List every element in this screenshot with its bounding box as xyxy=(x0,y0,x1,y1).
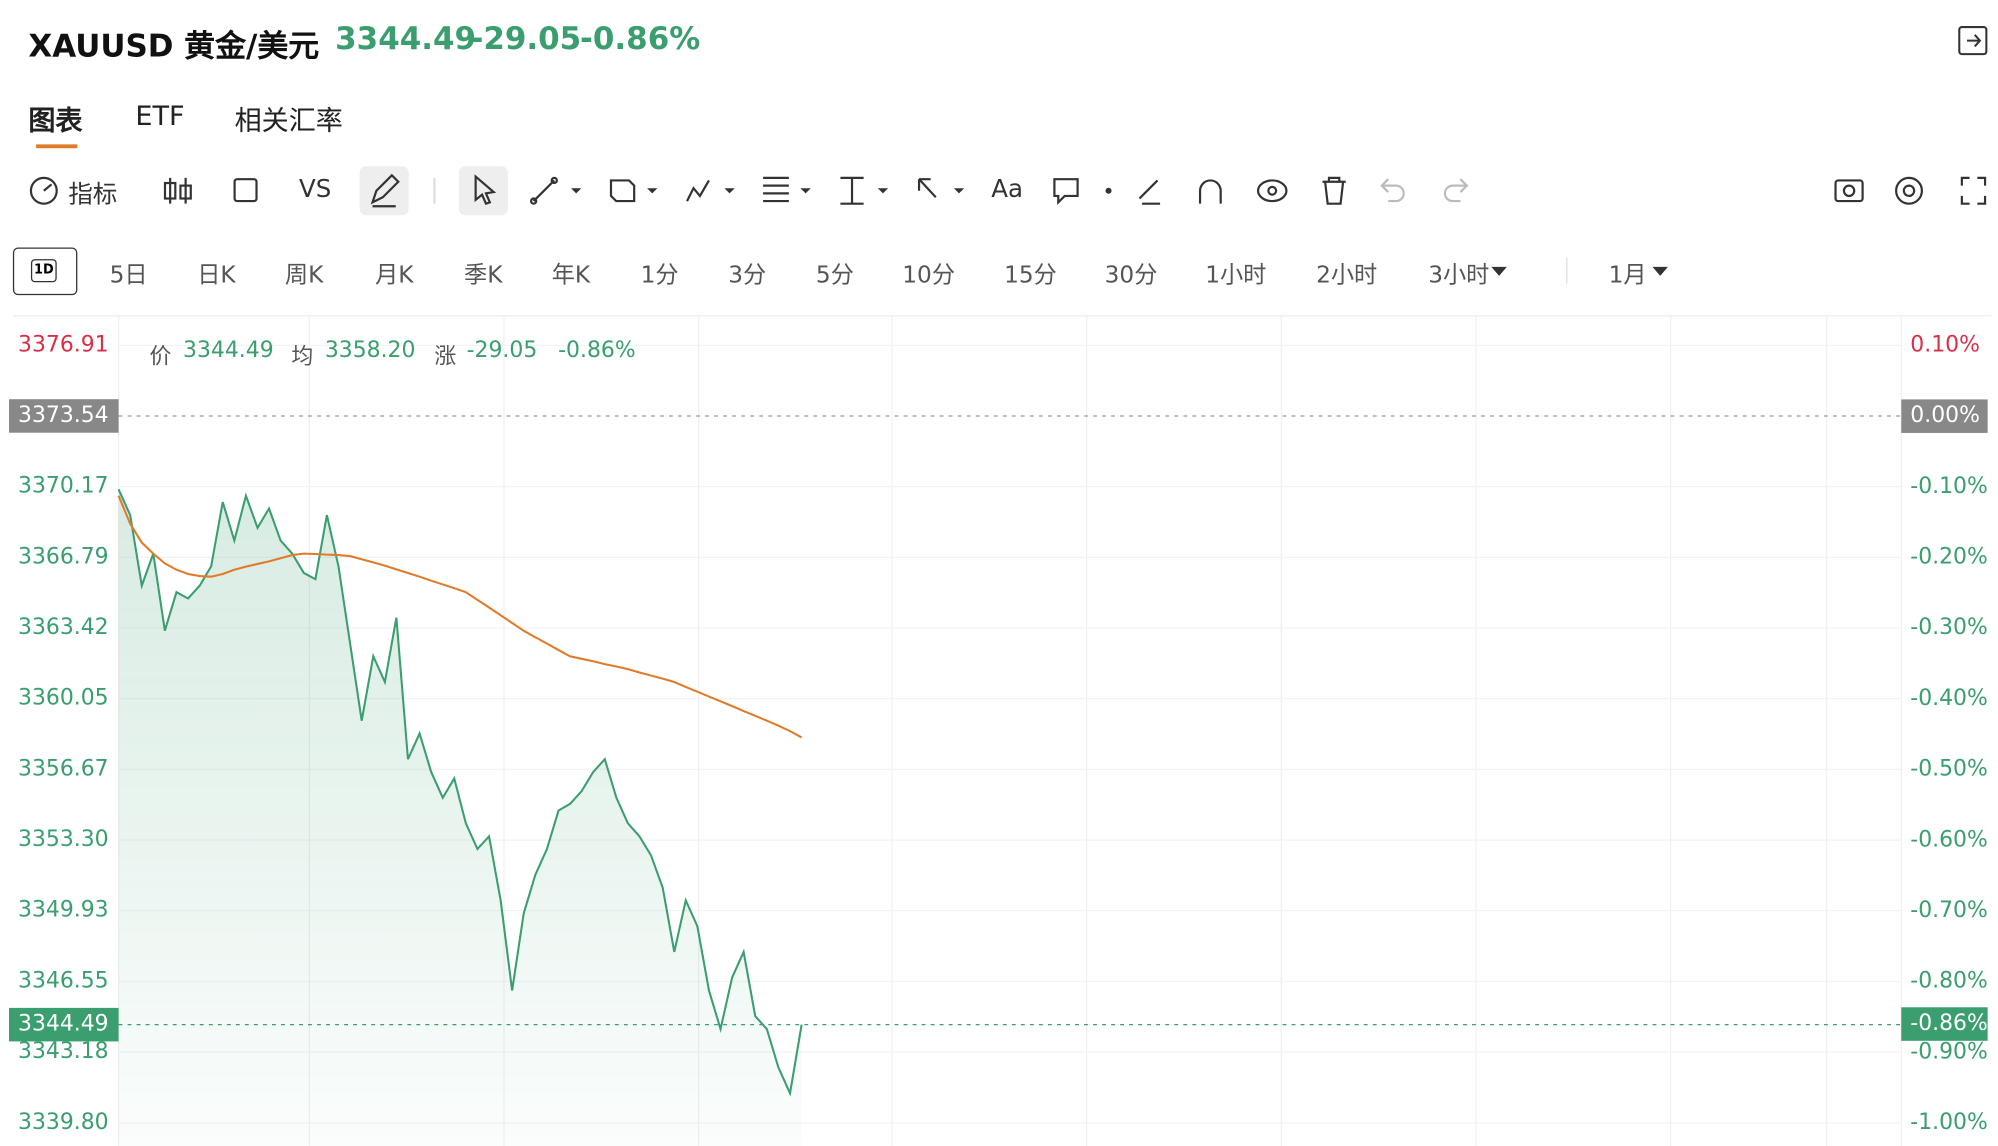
y-tick-label: 3366.79 xyxy=(18,544,109,569)
y2-tick-label: -0.80% xyxy=(1910,969,1988,994)
y2-tick-label: -0.60% xyxy=(1910,827,1988,852)
period-active[interactable] xyxy=(12,247,78,296)
y2-tick-label: -1.00% xyxy=(1910,1110,1988,1135)
y2-tick-label: -0.40% xyxy=(1910,686,1988,711)
y-tick-label: 3373.54 xyxy=(18,403,109,428)
y2-tick-label: 0.00% xyxy=(1910,403,1980,428)
y-tick-label: 3370.17 xyxy=(18,474,109,499)
period[interactable]: 月K xyxy=(375,261,414,289)
change: -29.05 xyxy=(470,20,582,57)
info-label: 价 xyxy=(149,344,172,370)
current-pct-label: -0.86% xyxy=(1910,1011,1988,1036)
y-tick-label: 3349.93 xyxy=(18,898,109,923)
line xyxy=(117,495,803,739)
price-box xyxy=(9,1007,119,1042)
toolbar-label[interactable]: Aa xyxy=(991,175,1024,204)
tab[interactable]: 相关汇率 xyxy=(234,105,343,137)
separator xyxy=(1566,257,1568,284)
y-tick-label: 3343.18 xyxy=(18,1039,109,1064)
period[interactable]: 季K xyxy=(464,261,503,289)
price: 3344.49 xyxy=(335,20,477,57)
period[interactable]: 5分 xyxy=(815,261,854,289)
period[interactable]: 1分 xyxy=(640,261,679,289)
dropdown-arrow xyxy=(1491,266,1507,276)
y-tick-label: 3360.05 xyxy=(18,686,109,711)
info-label: 涨 xyxy=(434,344,457,370)
period[interactable]: 1月 xyxy=(1608,261,1647,289)
y-tick-label: 3356.67 xyxy=(18,756,109,781)
dropdown-arrow xyxy=(1652,266,1668,276)
period[interactable]: 5日 xyxy=(109,261,148,289)
symbol: XAUUSD 黄金/美元 xyxy=(28,28,320,65)
period[interactable]: 年K xyxy=(551,261,591,289)
period[interactable]: 1小时 xyxy=(1205,261,1267,289)
collapse-icon[interactable] xyxy=(1957,24,1991,58)
y2-tick-label: -0.20% xyxy=(1910,545,1988,570)
period[interactable]: 15分 xyxy=(1004,261,1057,289)
info-value: -29.05 xyxy=(466,337,538,364)
y-tick-label: 3353.30 xyxy=(18,827,109,852)
y-tick-label: 3339.80 xyxy=(18,1110,109,1135)
period[interactable]: 2小时 xyxy=(1316,261,1378,289)
y-tick-label: 3376.91 xyxy=(18,332,109,357)
y2-tick-label: -0.50% xyxy=(1910,757,1988,782)
line xyxy=(117,488,803,1097)
area xyxy=(118,489,802,1146)
period-icon: 1D xyxy=(30,259,57,283)
info-value: 3344.49 xyxy=(183,337,274,364)
current-price-label: 3344.49 xyxy=(18,1012,109,1037)
period[interactable]: 周K xyxy=(284,261,324,289)
y2-tick-label: -0.10% xyxy=(1910,474,1988,499)
info-value: 3358.20 xyxy=(324,337,416,364)
tab[interactable]: 图表 xyxy=(28,105,83,137)
period[interactable]: 10分 xyxy=(902,261,956,289)
price-box xyxy=(1901,1007,1988,1041)
toolbar-icons xyxy=(29,166,1987,216)
toolbar-label[interactable]: 指标 xyxy=(68,180,118,209)
tick-box xyxy=(9,399,119,433)
tick-box xyxy=(1901,399,1988,433)
y2-tick-label: -0.30% xyxy=(1910,615,1988,640)
info-value: -0.86% xyxy=(558,337,636,364)
y-tick-label: 3346.55 xyxy=(18,968,109,993)
period[interactable]: 30分 xyxy=(1104,261,1158,289)
toolbar-label[interactable]: VS xyxy=(299,175,332,204)
y2-tick-label: -0.70% xyxy=(1910,898,1988,923)
y-tick-label: 3363.42 xyxy=(18,615,109,640)
tab-underline xyxy=(36,144,78,149)
period[interactable]: 3小时 xyxy=(1428,261,1490,289)
info-label: 均 xyxy=(291,344,314,370)
y2-tick-label: 0.10% xyxy=(1910,332,1980,357)
period[interactable]: 3分 xyxy=(728,261,767,289)
y2-tick-label: -0.90% xyxy=(1910,1039,1988,1064)
period[interactable]: 日K xyxy=(197,261,236,289)
tab[interactable]: ETF xyxy=(135,100,185,132)
change-pct: -0.86% xyxy=(580,20,701,57)
